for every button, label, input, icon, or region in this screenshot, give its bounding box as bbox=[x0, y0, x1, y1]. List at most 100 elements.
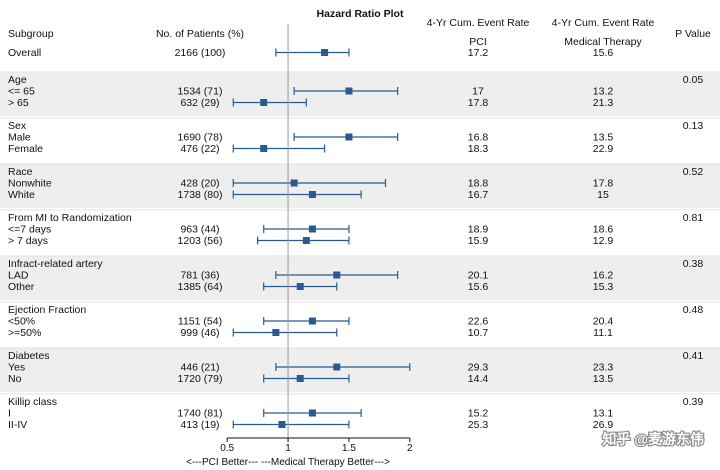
hr-point bbox=[260, 145, 268, 152]
row-pci: 10.7 bbox=[468, 327, 489, 339]
hr-point bbox=[260, 99, 268, 106]
x-tick-label: 1 bbox=[285, 443, 291, 454]
header-pci-line1: 4-Yr Cum. Event Rate bbox=[427, 17, 530, 29]
row-label: Nonwhite bbox=[8, 178, 52, 190]
row-med: 12.9 bbox=[593, 235, 614, 247]
group-name: Ejection Fraction bbox=[8, 304, 86, 316]
row-patients: 781 (36) bbox=[180, 270, 219, 282]
row-patients: 1738 (80) bbox=[178, 189, 223, 201]
hr-point bbox=[278, 421, 286, 428]
row-pci: 29.3 bbox=[468, 362, 489, 374]
row-pci: 17.8 bbox=[468, 97, 489, 109]
row-pci: 15.9 bbox=[468, 235, 489, 247]
x-axis-label: <---PCI Better--- ---Medical Therapy Bet… bbox=[186, 457, 390, 468]
x-axis: 0.5 1 1.5 2 <---PCI Better--- ---Medical The… bbox=[186, 24, 413, 468]
hr-point bbox=[302, 237, 310, 244]
hr-point bbox=[308, 317, 316, 325]
hr-point bbox=[272, 329, 280, 336]
group-name: Diabetes bbox=[8, 350, 49, 362]
row-pci: 15.6 bbox=[468, 281, 489, 293]
group-name: Race bbox=[8, 166, 33, 178]
group-band bbox=[0, 256, 720, 300]
hr-point bbox=[290, 179, 298, 187]
row-label: <=7 days bbox=[8, 224, 51, 236]
hr-point bbox=[308, 191, 316, 198]
row-med: 15 bbox=[597, 189, 609, 201]
group-name: Killip class bbox=[8, 396, 57, 408]
row-label: Female bbox=[8, 143, 43, 155]
row-pci: 20.1 bbox=[468, 270, 489, 282]
hr-point bbox=[321, 49, 329, 56]
hr-point bbox=[308, 225, 316, 233]
hr-point bbox=[296, 375, 304, 382]
row-patients: 1151 (54) bbox=[178, 316, 222, 328]
row-label: > 65 bbox=[8, 97, 29, 109]
group-pvalue: 0.05 bbox=[683, 74, 704, 86]
row-patients: 999 (46) bbox=[180, 327, 219, 339]
x-tick-label: 0.5 bbox=[220, 443, 234, 454]
hr-point bbox=[296, 283, 304, 290]
hr-point bbox=[308, 409, 316, 417]
row-pci: 18.3 bbox=[468, 143, 489, 155]
group-pvalue: 0.38 bbox=[683, 258, 704, 270]
row-label: > 7 days bbox=[8, 235, 48, 247]
group-pvalue: 0.81 bbox=[683, 212, 704, 224]
header-pci-line2: PCI bbox=[469, 36, 487, 48]
group-pvalue: 0.39 bbox=[683, 396, 704, 408]
row-pci: 14.4 bbox=[468, 373, 489, 385]
row-med: 11.1 bbox=[593, 327, 613, 339]
row-patients: 632 (29) bbox=[180, 97, 219, 109]
row-med: 13.1 bbox=[593, 408, 614, 420]
hr-point bbox=[345, 133, 353, 141]
row-pci: 18.9 bbox=[468, 224, 489, 236]
row-label: No bbox=[8, 373, 22, 385]
group-pvalue: 0.13 bbox=[683, 120, 704, 132]
row-patients: 446 (21) bbox=[180, 362, 219, 374]
hr-point bbox=[333, 271, 341, 279]
row-med: 21.3 bbox=[593, 97, 614, 109]
row-pci: 17.2 bbox=[468, 47, 489, 59]
group-pvalue: 0.48 bbox=[683, 304, 704, 316]
row-label: White bbox=[8, 189, 35, 201]
header-patients: No. of Patients (%) bbox=[156, 28, 244, 40]
row-med: 18.6 bbox=[593, 224, 614, 236]
header-subgroup: Subgroup bbox=[8, 28, 54, 40]
row-pci: 22.6 bbox=[468, 316, 489, 328]
chart-title: Hazard Ratio Plot bbox=[317, 8, 404, 20]
row-patients: 963 (44) bbox=[180, 224, 219, 236]
row-label: LAD bbox=[8, 270, 29, 282]
column-headers: Hazard Ratio Plot Subgroup No. of Patien… bbox=[8, 8, 711, 48]
x-tick-label: 1.5 bbox=[342, 443, 356, 454]
data-rows: Overall 2166 (100) 17.2 15.6 Age 0.05 <= 65 153… bbox=[8, 47, 703, 431]
row-med: 23.3 bbox=[593, 362, 614, 374]
group-bands bbox=[0, 71, 720, 395]
group-band bbox=[0, 164, 720, 208]
row-med: 13.5 bbox=[593, 373, 614, 385]
hr-point bbox=[345, 87, 353, 95]
row-pci: 15.2 bbox=[468, 408, 489, 420]
row-pci: 16.8 bbox=[468, 132, 489, 144]
row-med: 15.6 bbox=[593, 47, 614, 59]
row-patients: 1720 (79) bbox=[178, 373, 223, 385]
row-patients: 1740 (81) bbox=[178, 408, 223, 420]
header-pvalue: P Value bbox=[675, 28, 711, 40]
row-label: >=50% bbox=[8, 327, 41, 339]
row-med: 20.4 bbox=[593, 316, 614, 328]
group-name: Age bbox=[8, 74, 27, 86]
row-label: II-IV bbox=[8, 419, 27, 431]
header-med-line2: Medical Therapy bbox=[564, 36, 642, 48]
row-med: 26.9 bbox=[593, 419, 614, 431]
row-patients: 413 (19) bbox=[180, 419, 219, 431]
row-pci: 18.8 bbox=[468, 178, 489, 190]
row-med: 17.8 bbox=[593, 178, 614, 190]
watermark: 知乎 @麦游东伟 bbox=[602, 431, 704, 447]
row-patients: 2166 (100) bbox=[175, 47, 226, 59]
row-label: Yes bbox=[8, 362, 25, 374]
header-med-line1: 4-Yr Cum. Event Rate bbox=[552, 17, 655, 29]
row-label: <= 65 bbox=[8, 86, 35, 98]
hr-point bbox=[333, 363, 341, 371]
group-band bbox=[0, 348, 720, 392]
row-pci: 25.3 bbox=[468, 419, 489, 431]
row-label: Other bbox=[8, 281, 35, 293]
